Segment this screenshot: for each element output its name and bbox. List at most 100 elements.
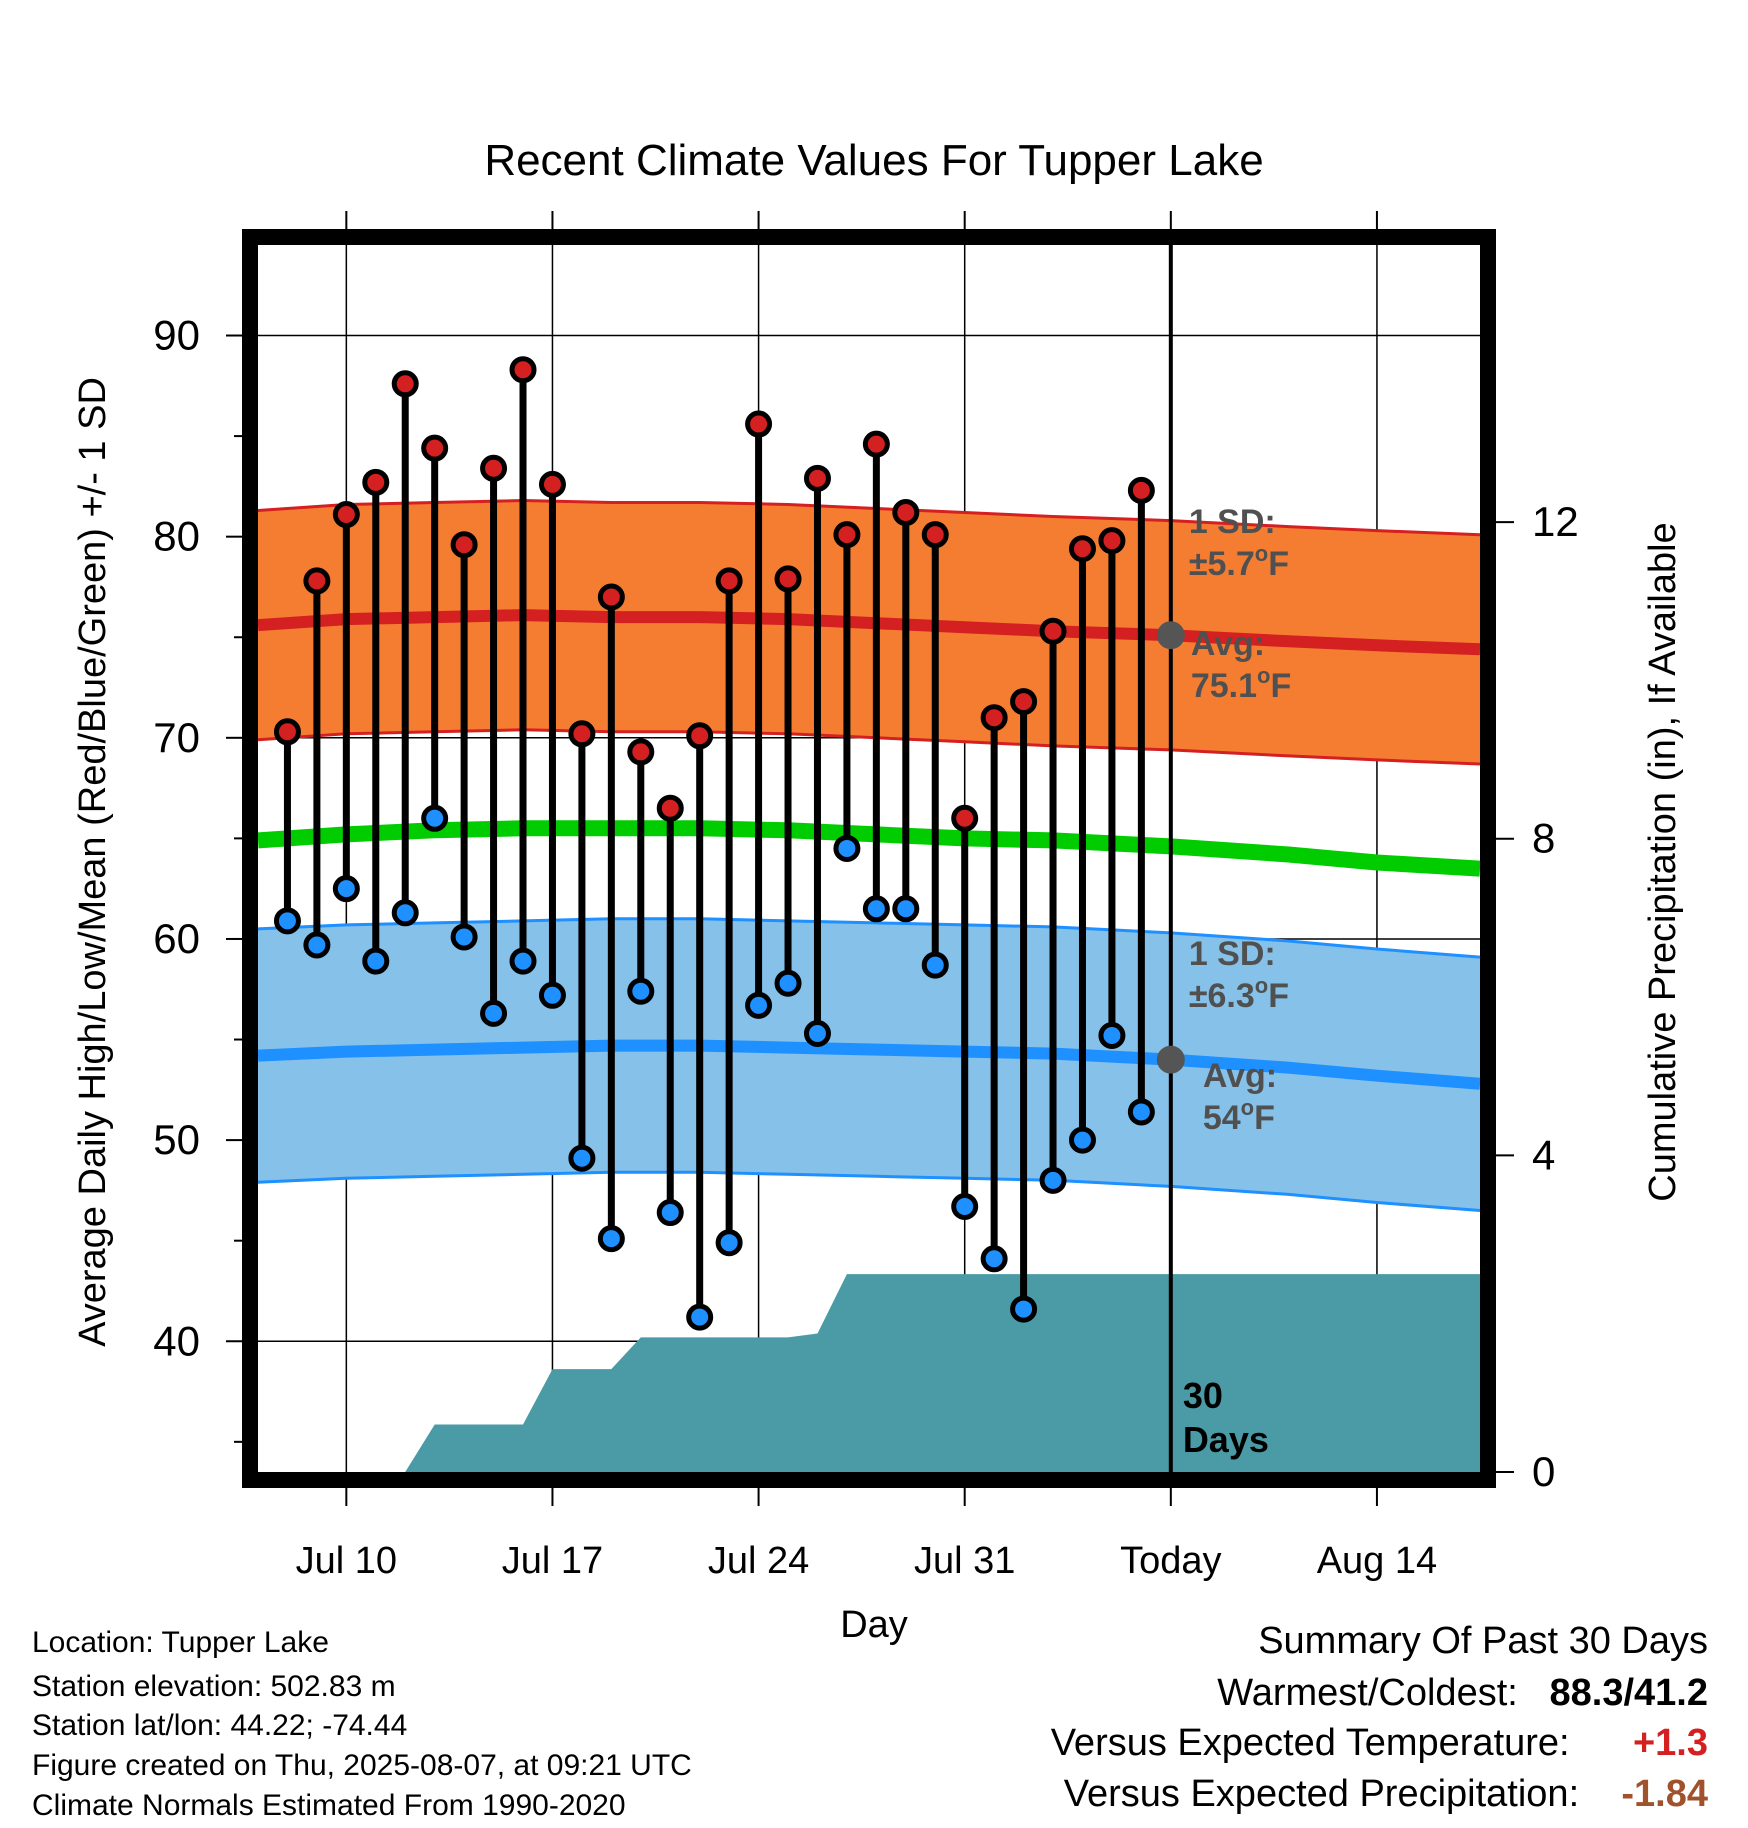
high-avg-value: 75.1oF xyxy=(1191,663,1291,705)
daily-high-point xyxy=(803,464,831,492)
chart-title: Recent Climate Values For Tupper Lake xyxy=(484,136,1263,185)
daily-low-point xyxy=(480,999,508,1027)
daily-low-point xyxy=(1010,1295,1038,1323)
daily-high-point xyxy=(332,501,360,529)
climate-normals: Climate Normals Estimated From 1990-2020 xyxy=(32,1789,626,1822)
daily-high-point xyxy=(833,521,861,549)
normal-high-sd-band xyxy=(258,500,1480,764)
summary-warm-cold: Warmest/Coldest: 88.3/41.2 xyxy=(1217,1672,1708,1715)
normal-low-sd-lower xyxy=(258,1170,1480,1212)
warm-cold-value: 88.3/41.2 xyxy=(1549,1672,1708,1714)
daily-low-point xyxy=(450,923,478,951)
daily-high-point xyxy=(1127,476,1155,504)
x-tick-label: Today xyxy=(1120,1540,1221,1582)
temp-value: +1.3 xyxy=(1632,1722,1708,1764)
daily-high-point xyxy=(627,738,655,766)
y2-tick-label: 4 xyxy=(1532,1131,1555,1178)
low-sd-label: 1 SD: xyxy=(1189,935,1276,973)
y-tick-label: 60 xyxy=(153,915,200,962)
normal-low-sd-upper xyxy=(258,917,1480,959)
daily-high-point xyxy=(538,470,566,498)
station-elevation: Station elevation: 502.83 m xyxy=(32,1670,396,1703)
summary-precipitation: Versus Expected Precipitation: -1.84 xyxy=(1064,1773,1708,1816)
daily-high-point xyxy=(745,410,773,438)
precip-days-number: 30 xyxy=(1183,1375,1223,1416)
y-tick-label: 50 xyxy=(153,1116,200,1163)
daily-low-point xyxy=(1039,1166,1067,1194)
daily-high-point xyxy=(1068,535,1096,563)
temp-label: Versus Expected Temperature: xyxy=(1050,1722,1570,1764)
today-high-avg-marker xyxy=(1156,621,1185,650)
normal-low-line xyxy=(258,1039,1480,1090)
daily-low-point xyxy=(745,991,773,1019)
daily-high-point xyxy=(568,720,596,748)
low-sd-value: ±6.3oF xyxy=(1189,973,1289,1015)
daily-low-point xyxy=(1127,1098,1155,1126)
daily-low-point xyxy=(951,1192,979,1220)
daily-low-point xyxy=(803,1019,831,1047)
y-tick-label: 90 xyxy=(153,312,200,359)
daily-high-point xyxy=(1010,688,1038,716)
plot-frame xyxy=(242,229,1496,1488)
x-tick-label: Jul 31 xyxy=(914,1540,1015,1582)
low-avg-label: Avg: xyxy=(1203,1057,1277,1095)
normal-high-line xyxy=(258,609,1480,656)
daily-low-point xyxy=(715,1229,743,1257)
station-location: Location: Tupper Lake xyxy=(32,1626,329,1659)
daily-high-point xyxy=(273,718,301,746)
daily-low-point xyxy=(862,895,890,923)
daily-low-point xyxy=(892,895,920,923)
y2-tick-label: 0 xyxy=(1532,1448,1555,1495)
daily-high-point xyxy=(862,430,890,458)
precip-value: -1.84 xyxy=(1621,1773,1708,1815)
high-sd-value: ±5.7oF xyxy=(1189,541,1289,583)
daily-low-point xyxy=(627,977,655,1005)
daily-high-point xyxy=(509,356,537,384)
precip-days-label: Days xyxy=(1183,1419,1269,1460)
daily-low-point xyxy=(538,981,566,1009)
daily-low-point xyxy=(833,834,861,862)
daily-high-point xyxy=(391,370,419,398)
normal-high-sd-upper xyxy=(258,498,1480,537)
station-latlon: Station lat/lon: 44.22; -74.44 xyxy=(32,1709,408,1742)
daily-low-point xyxy=(774,969,802,997)
daily-high-point xyxy=(715,567,743,595)
x-tick-label: Aug 14 xyxy=(1317,1540,1437,1582)
summary-temperature: Versus Expected Temperature: +1.3 xyxy=(1051,1722,1708,1765)
x-axis-label: Day xyxy=(840,1604,908,1646)
high-sd-label: 1 SD: xyxy=(1189,503,1276,541)
daily-high-point xyxy=(303,567,331,595)
x-tick-label: Jul 24 xyxy=(708,1540,809,1582)
daily-low-point xyxy=(980,1245,1008,1273)
daily-high-point xyxy=(480,454,508,482)
daily-high-point xyxy=(597,583,625,611)
daily-low-point xyxy=(303,931,331,959)
daily-high-point xyxy=(362,468,390,496)
daily-high-point xyxy=(892,499,920,527)
figure-created: Figure created on Thu, 2025-08-07, at 09… xyxy=(32,1749,692,1782)
precipitation-area xyxy=(258,1274,1480,1472)
daily-low-point xyxy=(332,875,360,903)
normal-high-sd-lower xyxy=(258,728,1480,766)
summary-title: Summary Of Past 30 Days xyxy=(1258,1620,1708,1662)
daily-low-point xyxy=(568,1144,596,1172)
daily-low-point xyxy=(597,1225,625,1253)
daily-low-point xyxy=(686,1303,714,1331)
precip-label: Versus Expected Precipitation: xyxy=(1063,1773,1580,1815)
daily-high-point xyxy=(656,794,684,822)
warm-cold-label: Warmest/Coldest: xyxy=(1217,1672,1518,1714)
y-tick-label: 70 xyxy=(153,714,200,761)
daily-low-point xyxy=(362,947,390,975)
daily-high-point xyxy=(421,434,449,462)
x-tick-label: Jul 10 xyxy=(296,1540,397,1582)
today-low-avg-marker xyxy=(1156,1045,1185,1074)
daily-high-point xyxy=(1039,617,1067,645)
y-tick-label: 80 xyxy=(153,513,200,560)
daily-low-point xyxy=(1068,1126,1096,1154)
x-tick-label: Jul 17 xyxy=(502,1540,603,1582)
y2-tick-label: 12 xyxy=(1532,498,1579,545)
low-avg-value: 54oF xyxy=(1203,1095,1275,1137)
plot-inner xyxy=(258,245,1480,1472)
